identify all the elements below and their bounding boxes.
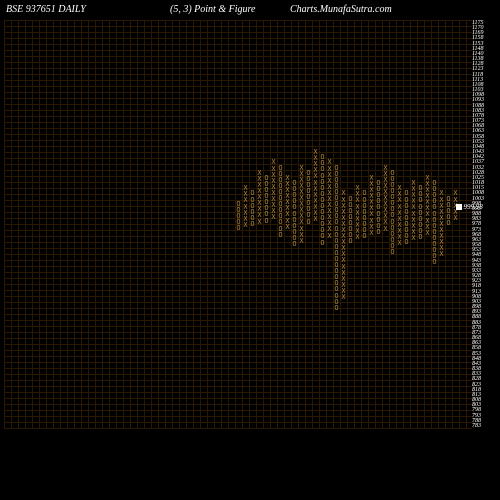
pnf-x-column: X X X X X X X X X X X X bbox=[312, 149, 319, 222]
pnf-o-column: O O O O O O bbox=[249, 190, 256, 227]
source-label: Charts.MunafaSutra.com bbox=[290, 4, 392, 15]
pnf-x-column: X X X X X X X X X X X X X bbox=[298, 165, 305, 244]
price-marker-value: 999.98 bbox=[464, 203, 483, 211]
pnf-o-column: O O O O O O O O O O O O O O O bbox=[319, 154, 326, 245]
pnf-o-column: O O O O O O O O bbox=[263, 175, 270, 224]
grid-line-horizontal bbox=[4, 428, 472, 429]
pnf-o-column: O O O O O O O O O bbox=[417, 185, 424, 240]
pnf-x-column: X X X X X X X X X X bbox=[270, 159, 277, 220]
pnf-o-column: O O O O O O O O O O O O O O bbox=[389, 170, 396, 255]
pnf-o-column: O O O O O O O O O O O O O O bbox=[431, 180, 438, 265]
pnf-o-column: O O O O O O O O O bbox=[375, 180, 382, 235]
pnf-x-column: X X X X X X X X X X X bbox=[438, 190, 445, 257]
price-marker-box bbox=[456, 204, 462, 210]
pnf-o-column: O O O O O O O O O O O bbox=[291, 180, 298, 247]
pnf-o-column: O O O O O O O O O O O O bbox=[277, 165, 284, 238]
pnf-o-column: O O O O O O O O bbox=[361, 190, 368, 239]
pnf-x-column: X X X X X X X X X X X X X X X X X X bbox=[340, 190, 347, 300]
pnf-x-column: X X X X X X X X X X bbox=[424, 175, 431, 236]
pnf-x-column: X X X X X X X X X X X X X bbox=[326, 159, 333, 238]
pnf-o-column: O O O O O O O O O bbox=[403, 190, 410, 245]
symbol-label: BSE 937651 DAILY bbox=[6, 4, 86, 15]
pnf-o-column: O O O O O O O O O bbox=[305, 170, 312, 225]
pnf-x-column: X X X X X X X X X X bbox=[368, 175, 375, 236]
chart-config-label: (5, 3) Point & Figure bbox=[170, 4, 255, 15]
pnf-o-column: O O O O O O O O bbox=[347, 196, 354, 245]
pnf-x-column: X X X X X X X X X X bbox=[410, 180, 417, 241]
pnf-o-column: O O O O O bbox=[445, 196, 452, 226]
pnf-x-column: X X X X X X X X X bbox=[354, 185, 361, 240]
pnf-x-column: X X X X X X X X X bbox=[284, 175, 291, 230]
pnf-o-column: O O O O O bbox=[235, 201, 242, 231]
y-axis-labels: 1175117011691158115311481140113811281123… bbox=[472, 20, 498, 428]
point-figure-columns: O O O O O X X X X X X X O O O O O O X X … bbox=[4, 20, 472, 428]
pnf-x-column: X X X X X X X X X X X bbox=[382, 165, 389, 232]
pnf-o-column: O O O O O O O O O O O O O O O O O O O O … bbox=[333, 165, 340, 311]
pnf-x-column: X X X X X X X X X X bbox=[396, 185, 403, 246]
y-axis-label: 783 bbox=[472, 423, 481, 429]
pnf-x-column: X X X X X X X X X bbox=[256, 170, 263, 225]
current-price-marker: 999.98 bbox=[456, 203, 483, 211]
chart-header: BSE 937651 DAILY (5, 3) Point & Figure C… bbox=[0, 4, 500, 20]
pnf-x-column: X X X X X X X bbox=[242, 185, 249, 228]
